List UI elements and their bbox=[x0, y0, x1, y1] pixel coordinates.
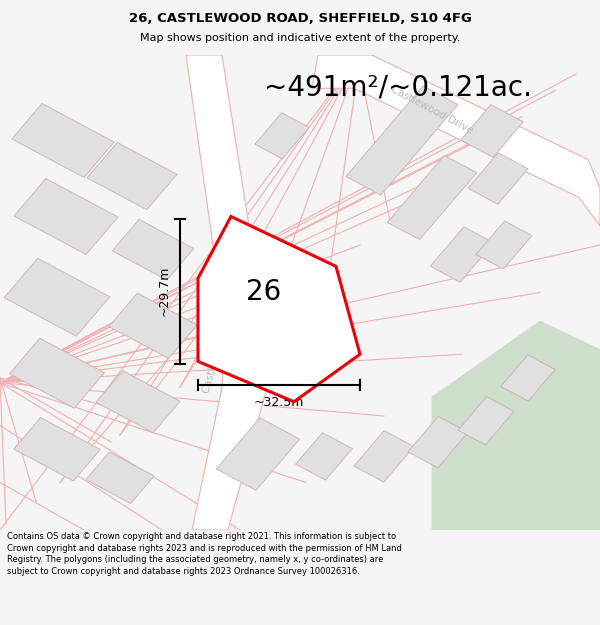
Polygon shape bbox=[198, 216, 360, 402]
Text: Contains OS data © Crown copyright and database right 2021. This information is : Contains OS data © Crown copyright and d… bbox=[7, 532, 402, 576]
Polygon shape bbox=[296, 432, 352, 480]
Polygon shape bbox=[112, 219, 194, 280]
Text: ~29.7m: ~29.7m bbox=[158, 266, 171, 316]
Polygon shape bbox=[458, 397, 514, 445]
Polygon shape bbox=[354, 431, 414, 482]
Polygon shape bbox=[476, 221, 532, 269]
Polygon shape bbox=[12, 104, 114, 178]
Text: Castlewood Road: Castlewood Road bbox=[202, 305, 236, 394]
Polygon shape bbox=[388, 156, 476, 239]
Polygon shape bbox=[408, 416, 468, 468]
Polygon shape bbox=[432, 321, 600, 530]
Polygon shape bbox=[10, 338, 104, 408]
Polygon shape bbox=[4, 258, 110, 336]
Polygon shape bbox=[96, 371, 180, 432]
Text: ~491m²/~0.121ac.: ~491m²/~0.121ac. bbox=[264, 74, 532, 102]
Polygon shape bbox=[255, 112, 309, 159]
Polygon shape bbox=[109, 293, 197, 358]
Polygon shape bbox=[468, 152, 528, 204]
Text: 26, CASTLEWOOD ROAD, SHEFFIELD, S10 4FG: 26, CASTLEWOOD ROAD, SHEFFIELD, S10 4FG bbox=[128, 12, 472, 25]
Polygon shape bbox=[312, 55, 600, 226]
Polygon shape bbox=[86, 452, 154, 504]
Polygon shape bbox=[501, 355, 555, 401]
Polygon shape bbox=[430, 227, 494, 282]
Polygon shape bbox=[461, 104, 523, 158]
Polygon shape bbox=[216, 418, 300, 490]
Polygon shape bbox=[346, 86, 458, 195]
Polygon shape bbox=[186, 55, 267, 530]
Text: Castlewood Drive: Castlewood Drive bbox=[389, 84, 475, 136]
Polygon shape bbox=[14, 179, 118, 254]
Text: 26: 26 bbox=[247, 279, 281, 306]
Text: Map shows position and indicative extent of the property.: Map shows position and indicative extent… bbox=[140, 33, 460, 43]
Polygon shape bbox=[14, 418, 100, 481]
Text: ~32.5m: ~32.5m bbox=[254, 396, 304, 409]
Polygon shape bbox=[87, 142, 177, 210]
